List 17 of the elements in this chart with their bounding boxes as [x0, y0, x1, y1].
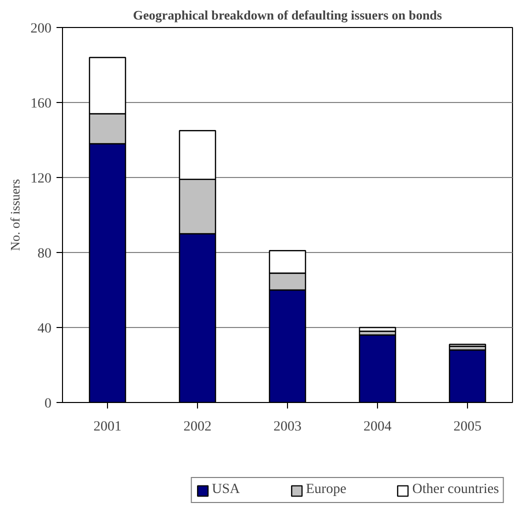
y-tick-label: 40	[38, 322, 52, 336]
y-tick-label: 0	[44, 396, 52, 412]
x-tick-label: 2002	[184, 420, 212, 434]
legend-label: Other countries	[412, 482, 499, 498]
legend-label: Europe	[306, 482, 346, 498]
x-tick-label: 2001	[94, 420, 122, 434]
legend-label: USA	[212, 482, 240, 498]
x-tick-label: 2005	[454, 420, 482, 434]
y-tick-label: 120	[30, 172, 52, 186]
bar	[358, 326, 396, 332]
chart-title: Geographical breakdown of defaulting issuers on bonds	[133, 8, 442, 22]
y-axis-title: No. of issuers	[8, 179, 22, 251]
x-tick-label: 2003	[274, 420, 302, 434]
y-tick-label: 200	[30, 22, 52, 36]
y-tick-label: 80	[38, 246, 52, 262]
y-tick-label: 160	[30, 96, 52, 112]
x-tick-label: 2004	[364, 420, 392, 434]
